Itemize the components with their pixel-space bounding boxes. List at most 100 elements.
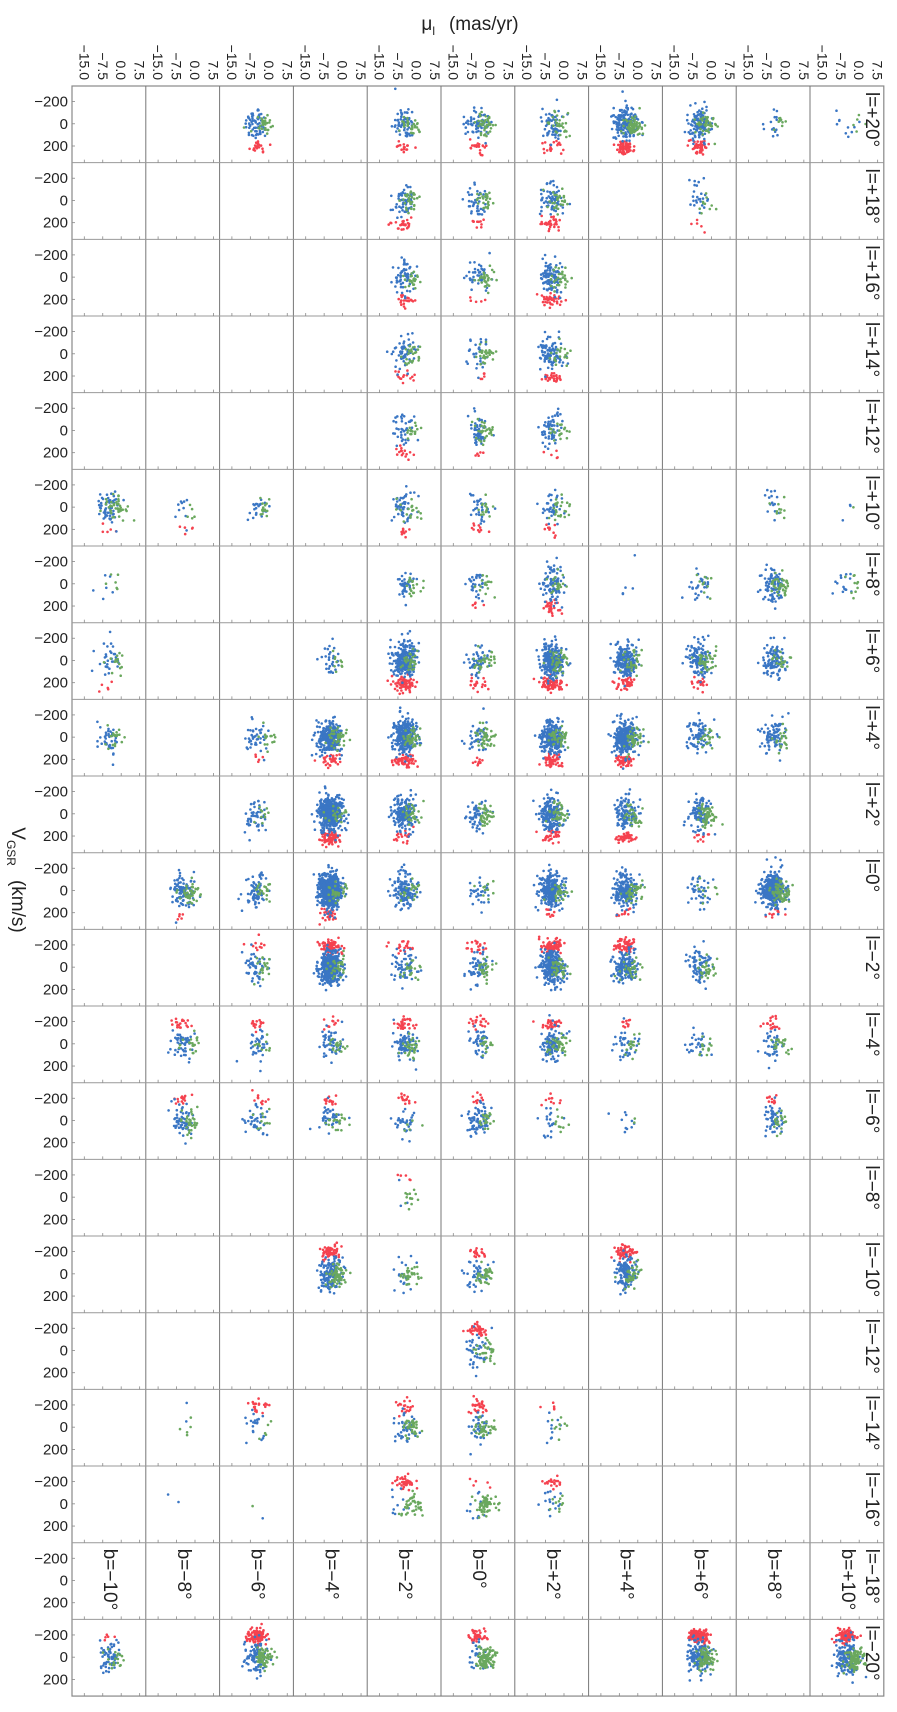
green-point	[488, 661, 491, 665]
blue-point	[474, 198, 477, 202]
blue-point	[251, 128, 254, 131]
blue-point	[770, 494, 773, 498]
green-point	[264, 126, 267, 130]
blue-point	[548, 567, 552, 571]
blue-point	[331, 660, 335, 664]
blue-point	[552, 678, 555, 682]
blue-point	[560, 265, 564, 269]
blue-point	[488, 251, 491, 255]
green-point	[476, 202, 480, 205]
blue-point	[417, 494, 420, 498]
blue-point	[626, 108, 629, 111]
green-point	[264, 123, 267, 126]
blue-point	[104, 507, 108, 510]
green-point	[409, 658, 413, 661]
blue-point	[552, 179, 555, 183]
green-point	[701, 200, 705, 204]
green-point	[404, 660, 408, 664]
green-point	[708, 207, 712, 211]
green-point	[630, 116, 634, 119]
blue-point	[683, 130, 687, 134]
blue-point	[256, 108, 260, 111]
green-point	[566, 111, 570, 115]
blue-point	[710, 127, 714, 131]
green-point	[110, 511, 113, 515]
blue-point	[546, 352, 550, 355]
blue-point	[254, 506, 258, 510]
red-point	[477, 454, 480, 458]
blue-point	[775, 115, 778, 119]
green-point	[417, 128, 420, 131]
blue-point	[395, 674, 398, 677]
blue-point	[548, 645, 551, 649]
blue-point	[543, 424, 546, 427]
green-point	[563, 274, 567, 277]
green-point	[705, 121, 708, 125]
blue-point	[547, 565, 550, 568]
red-point	[473, 683, 476, 686]
red-point	[699, 151, 703, 154]
blue-point	[480, 518, 483, 521]
red-point	[480, 300, 483, 303]
green-point	[552, 430, 555, 433]
red-point	[254, 141, 258, 144]
green-point	[413, 654, 417, 657]
blue-point	[625, 104, 629, 107]
blue-point	[474, 343, 477, 347]
green-point	[410, 127, 413, 131]
green-point	[406, 193, 409, 196]
green-point	[558, 124, 561, 128]
green-point	[773, 578, 776, 582]
red-point	[692, 147, 696, 150]
green-point	[553, 439, 556, 442]
blue-point	[546, 269, 549, 272]
blue-point	[482, 193, 485, 196]
green-point	[565, 436, 569, 440]
red-point	[399, 301, 403, 304]
green-point	[417, 510, 420, 513]
red-point	[483, 680, 487, 683]
green-point	[549, 427, 552, 431]
green-point	[483, 424, 486, 428]
green-point	[482, 206, 485, 210]
blue-point	[255, 130, 258, 133]
green-point	[564, 266, 567, 270]
green-point	[117, 494, 120, 498]
green-point	[104, 582, 108, 585]
red-point	[559, 378, 562, 382]
green-point	[483, 120, 486, 124]
blue-point	[689, 104, 692, 107]
red-point	[558, 303, 562, 307]
blue-point	[397, 123, 401, 126]
green-point	[699, 127, 702, 131]
green-point	[706, 585, 709, 588]
blue-point	[544, 647, 548, 651]
blue-point	[630, 106, 633, 110]
blue-point	[472, 117, 476, 121]
blue-point	[550, 198, 553, 201]
blue-point	[404, 441, 408, 445]
green-point	[479, 362, 482, 366]
blue-point	[402, 638, 406, 642]
green-point	[864, 122, 867, 126]
blue-point	[549, 498, 553, 502]
blue-point	[326, 647, 330, 651]
blue-point	[553, 635, 557, 638]
blue-point	[544, 200, 548, 203]
blue-point	[404, 268, 408, 272]
green-point	[548, 356, 552, 360]
blue-point	[177, 503, 180, 506]
red-point	[472, 522, 475, 525]
blue-point	[254, 126, 258, 129]
blue-point	[839, 576, 843, 579]
blue-point	[475, 367, 478, 370]
blue-point	[398, 210, 401, 214]
blue-point	[693, 183, 696, 187]
blue-point	[554, 598, 558, 601]
blue-point	[400, 111, 403, 114]
blue-point	[390, 519, 394, 522]
green-point	[488, 123, 492, 127]
red-point	[476, 220, 479, 223]
green-point	[852, 596, 855, 600]
blue-point	[395, 652, 399, 655]
